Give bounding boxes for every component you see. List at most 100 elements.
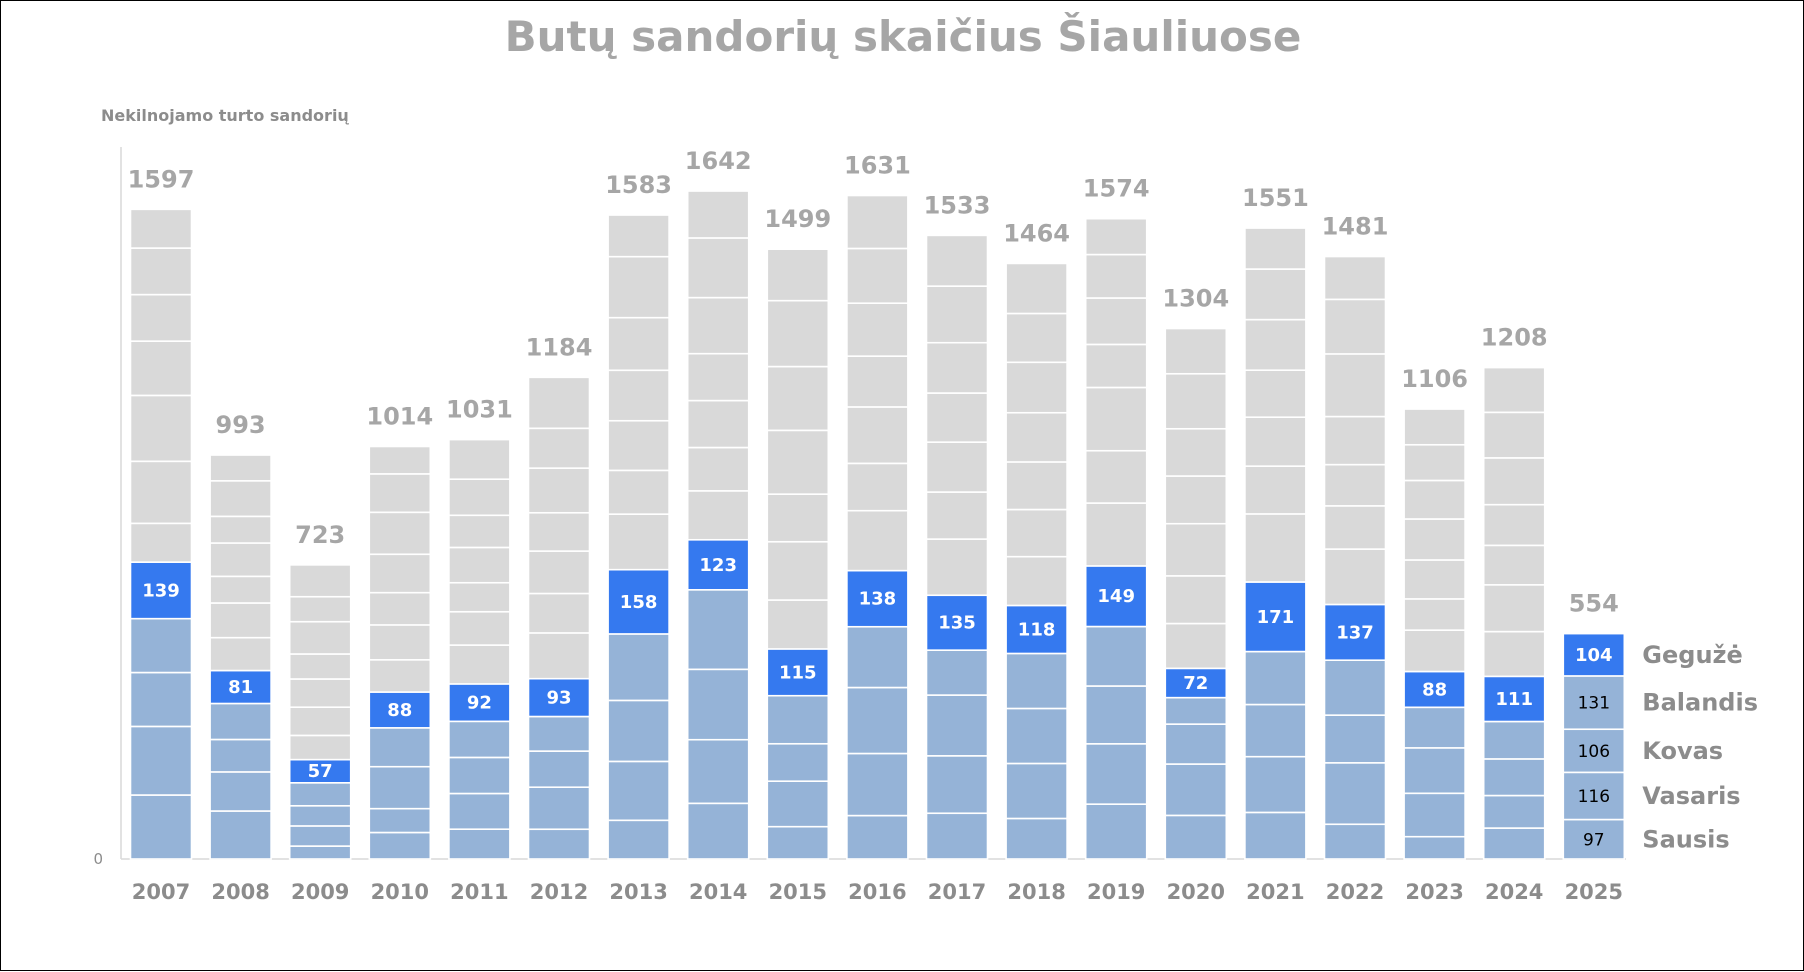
bar-segment-2018-m6 [1005, 555, 1068, 607]
bar-segment-2008-m6 [209, 636, 272, 672]
bar-segment-2011-m7 [448, 610, 511, 646]
bar-segment-2024-m2 [1482, 794, 1546, 829]
total-label-2012: 1184 [526, 333, 593, 361]
bar-segment-2012-m8 [527, 550, 591, 595]
bar-segment-2012-m4 [527, 715, 591, 752]
bar-segment-2009-m11 [288, 595, 352, 623]
total-label-2010: 1014 [366, 403, 433, 431]
bar-segment-2007-m2 [129, 725, 193, 796]
bar-segment-2019-m6 [1084, 502, 1148, 567]
bar-segment-2016-m5 [846, 569, 909, 628]
bar-segment-2013-m7 [607, 469, 670, 515]
bar-segment-2016-m2 [846, 752, 909, 817]
x-tick-2017: 2017 [928, 880, 986, 904]
may-value-label-2024: 111 [1495, 689, 1533, 710]
bar-segment-2012-m7 [527, 592, 591, 634]
bar-segment-2022-m1 [1323, 823, 1387, 860]
bar-segment-2008-m11 [209, 480, 272, 518]
bar-segment-2020-m6 [1164, 622, 1228, 670]
bar-segment-2021-m2 [1244, 755, 1307, 814]
bar-segment-2016-m6 [846, 509, 909, 572]
may-value-label-2023: 88 [1422, 679, 1447, 700]
bar-segment-2024-m8 [1482, 544, 1546, 586]
bar-segment-2018-m9 [1005, 411, 1068, 463]
x-tick-2024: 2024 [1485, 880, 1543, 904]
bar-segment-2014-m6 [686, 490, 750, 541]
total-label-2023: 1106 [1401, 365, 1468, 393]
total-label-2021: 1551 [1242, 184, 1309, 212]
bar-segment-2015-m3 [766, 742, 830, 782]
bar-segment-2008-m4 [209, 702, 272, 741]
bar-segment-2024-m12 [1482, 366, 1546, 414]
bar-segment-2009-m1 [288, 845, 352, 860]
bar-segment-2009-m7 [288, 706, 352, 737]
may-value-label-2011: 92 [467, 693, 492, 714]
x-tick-2018: 2018 [1007, 880, 1065, 904]
x-tick-2019: 2019 [1087, 880, 1145, 904]
bar-segment-2009-m4 [288, 782, 352, 807]
bar-segment-2024-m3 [1482, 758, 1546, 797]
bar-segment-2023-m11 [1403, 443, 1466, 482]
may-value-label-2007: 139 [142, 580, 180, 601]
bar-segment-2016-m11 [846, 247, 909, 304]
may-value-label-2016: 138 [859, 589, 897, 610]
bar-segment-2009-m3 [288, 804, 352, 827]
total-label-2015: 1499 [764, 205, 831, 233]
bar-segment-2022-m10 [1323, 353, 1387, 418]
bar-segment-2020-m11 [1164, 372, 1228, 430]
bar-segment-2019-m8 [1084, 386, 1148, 452]
bar-segment-2016-m9 [846, 355, 909, 408]
bar-segment-2014-m2 [686, 738, 750, 805]
bar-segment-2021-m10 [1244, 318, 1307, 371]
bar-segment-2018-m2 [1005, 762, 1068, 820]
bar-segment-2022-m3 [1323, 714, 1387, 764]
bar-segment-2016-m10 [846, 302, 909, 357]
bar-segment-2020-m10 [1164, 427, 1228, 477]
bar-segment-2023-m1 [1403, 835, 1466, 860]
bar-segment-2017-m2 [925, 755, 989, 815]
bar-segment-2023-m8 [1403, 559, 1466, 600]
bar-segment-2017-m4 [925, 649, 989, 696]
bar-segment-2017-m11 [925, 285, 989, 344]
bar-segment-2014-m3 [686, 668, 750, 741]
bar-segment-2013-m4 [607, 633, 670, 702]
bar-segment-2012-m3 [527, 750, 591, 789]
bar-segment-2010-m10 [368, 511, 432, 556]
bar-segment-2020-m12 [1164, 327, 1228, 375]
bar-segment-2022-m2 [1323, 762, 1387, 826]
bar-segment-2009-m10 [288, 620, 352, 655]
bar-segment-2008-m10 [209, 515, 272, 544]
bar-segment-2020-m1 [1164, 814, 1228, 860]
bar-segment-2015-m11 [766, 299, 830, 368]
bar-segment-2020-m7 [1164, 575, 1228, 625]
bar-segment-2023-m12 [1403, 408, 1466, 446]
may-value-label-2025: 104 [1575, 645, 1613, 666]
bar-segment-2010-m8 [368, 591, 432, 626]
bar-segment-2016-m3 [846, 686, 909, 755]
bar-segment-2009-m6 [288, 734, 352, 761]
bar-segment-2012-m9 [527, 511, 591, 552]
bar-segment-2007-m3 [129, 671, 193, 728]
bar-segment-2019-m12 [1084, 217, 1148, 256]
bar-segment-2014-m9 [686, 352, 750, 402]
bar-segment-2014-m12 [686, 190, 750, 239]
total-label-2025: 554 [1569, 590, 1619, 618]
total-label-2008: 993 [216, 411, 266, 439]
bar-segment-2007-m1 [129, 794, 193, 860]
bar-segment-2015-m7 [766, 540, 830, 601]
total-label-2011: 1031 [446, 396, 513, 424]
bar-segment-2019-m11 [1084, 253, 1148, 299]
may-value-label-2013: 158 [620, 592, 658, 613]
total-label-2017: 1533 [924, 191, 991, 219]
bar-segment-2008-m2 [209, 771, 272, 812]
bar-segment-2020-m2 [1164, 763, 1228, 817]
bar-segment-2010-m7 [368, 624, 432, 661]
bar-segment-2015-m2 [766, 780, 830, 828]
segment-value-label-2025-m3: 106 [1578, 742, 1610, 762]
chart-title: Butų sandorių skaičius Šiauliuose [505, 11, 1302, 61]
total-label-2016: 1631 [844, 152, 911, 180]
bar-segment-2008-m12 [209, 454, 272, 482]
bar-segment-2012-m11 [527, 427, 591, 469]
bar-segment-2007-m8 [129, 394, 193, 463]
x-tick-2009: 2009 [291, 880, 349, 904]
